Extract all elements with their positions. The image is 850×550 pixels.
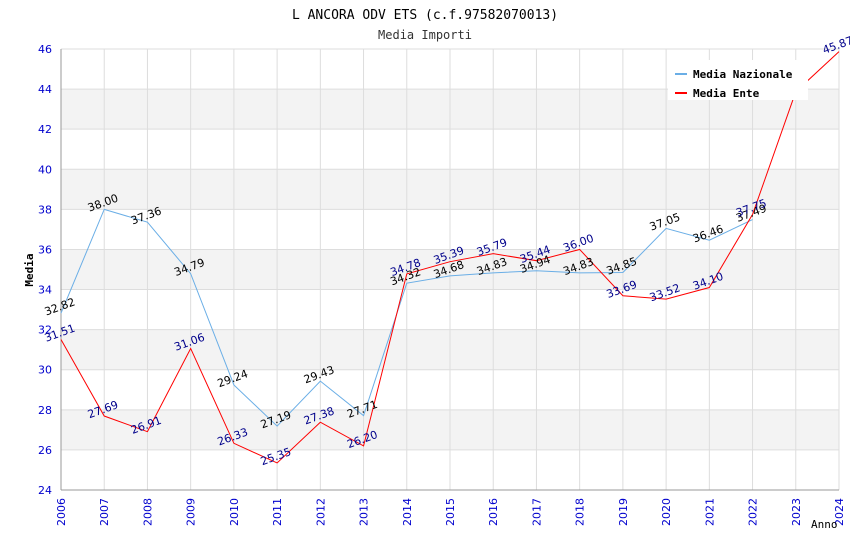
y-tick-label: 44: [38, 83, 52, 96]
y-tick-label: 36: [38, 243, 52, 256]
chart-subtitle: Media Importi: [378, 28, 472, 42]
y-tick-label: 26: [38, 444, 52, 457]
legend-label-media-nazionale: Media Nazionale: [693, 68, 793, 81]
x-axis-label: Anno: [811, 518, 838, 531]
y-tick-label: 42: [38, 123, 52, 136]
data-label-media-nazionale: 36.46: [691, 222, 725, 245]
y-tick-label: 40: [38, 163, 52, 176]
x-tick-label: 2008: [141, 498, 154, 526]
series-line-media-ente: [60, 51, 840, 464]
y-tick-labels: 24 26 28 30 32 34 36 38 40 42 44 46: [38, 43, 52, 497]
series-lines: [60, 51, 840, 464]
data-label-media-nazionale: 29.24: [216, 367, 250, 390]
data-label-media-ente: 45.87: [821, 34, 850, 57]
x-tick-label: 2016: [487, 498, 500, 526]
data-label-media-nazionale: 32.82: [43, 295, 77, 318]
x-tick-label: 2010: [228, 498, 241, 526]
x-tick-label: 2009: [185, 498, 198, 526]
legend-label-media-ente: Media Ente: [693, 87, 760, 100]
y-tick-label: 46: [38, 43, 52, 56]
x-tick-labels: 2006 2007 2008 2009 2010 2011 2012 2013 2014 2015…: [55, 498, 846, 526]
x-tick-label: 2017: [530, 498, 543, 526]
x-tick-label: 2020: [660, 498, 673, 526]
series-line-media-nazionale: [60, 208, 753, 427]
x-tick-label: 2014: [401, 498, 414, 526]
y-tick-label: 28: [38, 404, 52, 417]
y-tick-label: 30: [38, 364, 52, 377]
legend-box: [668, 60, 808, 100]
x-tick-label: 2024: [833, 498, 846, 526]
chart-title: L ANCORA ODV ETS (c.f.97582070013): [292, 8, 558, 23]
x-tick-label: 2006: [55, 498, 68, 526]
y-tick-label: 32: [38, 324, 52, 337]
axes: [60, 49, 839, 491]
y-tick-label: 24: [38, 484, 52, 497]
legend: Media Nazionale Media Ente: [668, 60, 808, 100]
x-tick-label: 2015: [444, 498, 457, 526]
x-tick-label: 2019: [617, 498, 630, 526]
x-tick-label: 2021: [703, 498, 716, 526]
x-tick-label: 2013: [358, 498, 371, 526]
x-tick-label: 2023: [790, 498, 803, 526]
x-tick-label: 2011: [271, 498, 284, 526]
x-tick-label: 2007: [98, 498, 111, 526]
x-tick-label: 2018: [574, 498, 587, 526]
y-tick-label: 38: [38, 203, 52, 216]
x-tick-label: 2012: [314, 498, 327, 526]
x-tick-label: 2022: [747, 498, 760, 526]
y-axis-label: Media: [23, 253, 36, 286]
y-tick-label: 34: [38, 284, 52, 297]
